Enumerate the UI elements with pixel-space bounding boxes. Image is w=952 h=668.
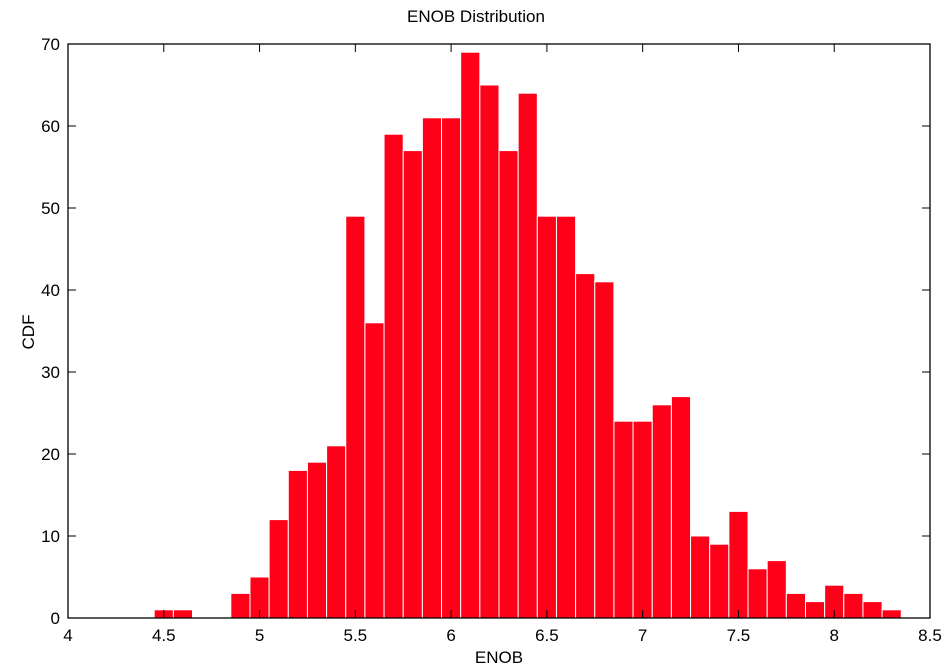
- y-tick-label: 20: [41, 445, 60, 464]
- y-tick-label: 40: [41, 281, 60, 300]
- x-tick-label: 8.5: [918, 626, 942, 645]
- histogram-bar: [326, 445, 347, 619]
- histogram-bar: [536, 215, 557, 619]
- histogram-bar: [517, 92, 538, 619]
- x-tick-label: 4.5: [152, 626, 176, 645]
- histogram-bar: [460, 51, 481, 619]
- histogram-bar: [651, 404, 672, 619]
- y-tick-label: 70: [41, 35, 60, 54]
- x-tick-label: 7.5: [727, 626, 751, 645]
- histogram-bar: [728, 510, 749, 619]
- histogram-bar: [441, 117, 462, 619]
- bars-group: [153, 51, 902, 619]
- histogram-bar: [881, 609, 902, 619]
- y-tick-label: 30: [41, 363, 60, 382]
- histogram-bar: [594, 281, 615, 619]
- histogram-bar: [498, 150, 519, 619]
- histogram-bar: [383, 133, 404, 619]
- y-axis-ticks: 0 10 20 30 40 50 60 70: [41, 35, 930, 628]
- x-tick-label: 6: [446, 626, 455, 645]
- histogram-bar: [364, 322, 385, 619]
- y-tick-label: 60: [41, 117, 60, 136]
- histogram-bar: [268, 519, 289, 619]
- x-tick-label: 5.5: [344, 626, 368, 645]
- x-tick-label: 8: [829, 626, 838, 645]
- plot-frame: [67, 43, 931, 619]
- x-tick-label: 6.5: [535, 626, 559, 645]
- x-tick-label: 4: [63, 626, 72, 645]
- histogram-bar: [804, 601, 826, 619]
- histogram-bar: [345, 215, 366, 619]
- histogram-bar: [785, 592, 806, 619]
- histogram-bar: [843, 592, 864, 619]
- histogram-bar: [670, 396, 692, 619]
- histogram-bar: [632, 420, 653, 619]
- histogram-bar: [421, 117, 443, 619]
- y-tick-label: 0: [51, 609, 60, 628]
- histogram-bar: [172, 609, 194, 619]
- histogram-bar: [306, 461, 328, 619]
- histogram-bar: [479, 84, 500, 619]
- y-axis-label: CDF: [19, 315, 38, 350]
- histogram-bar: [862, 601, 883, 619]
- histogram-bar: [555, 215, 577, 619]
- histogram-bar: [690, 535, 711, 619]
- histogram-bar: [402, 150, 423, 619]
- x-tick-label: 5: [255, 626, 264, 645]
- y-tick-label: 10: [41, 527, 60, 546]
- histogram-bar: [709, 543, 730, 619]
- histogram-bar: [230, 592, 251, 619]
- y-tick-label: 50: [41, 199, 60, 218]
- x-tick-label: 7: [638, 626, 647, 645]
- x-axis-label: ENOB: [475, 648, 523, 667]
- histogram-bar: [613, 420, 634, 619]
- histogram-bar: [766, 560, 787, 619]
- histogram-bar: [747, 568, 768, 619]
- chart-title: ENOB Distribution: [407, 7, 545, 26]
- histogram-bar: [287, 469, 308, 619]
- histogram-bar: [575, 273, 596, 619]
- x-axis-ticks: 4 4.5 5 5.5 6 6.5 7 7.5 8 8.5: [63, 44, 942, 645]
